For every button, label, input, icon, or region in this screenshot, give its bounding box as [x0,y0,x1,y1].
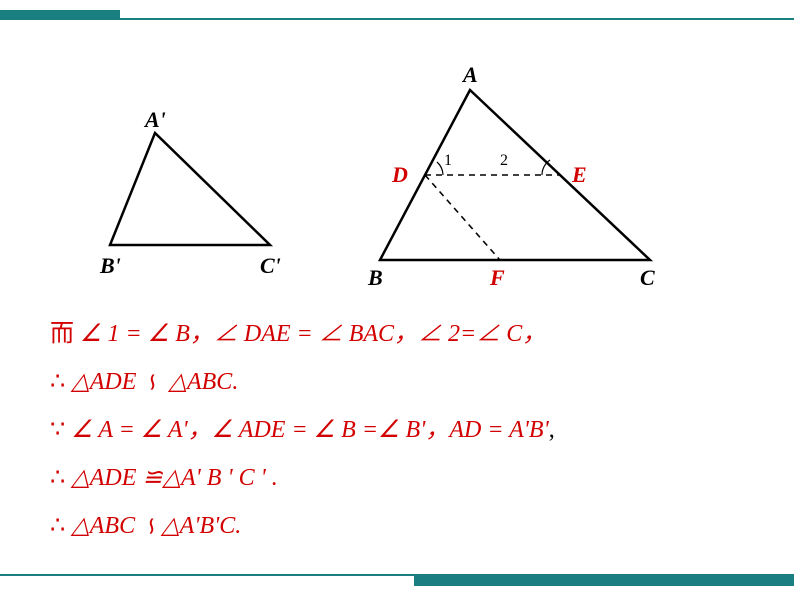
label-B-prime: B' [100,253,121,279]
proof-text: 而 ∠ 1 = ∠ B，∠ DAE = ∠ BAC，∠ 2=∠ C， ∴ △AD… [50,310,750,550]
angle-1-arc [437,162,443,175]
label-B: B [368,265,383,291]
footer-bar [0,574,794,586]
triangle-large: A B C D E F 1 2 [340,80,700,290]
proof-line-4: ∴ △ADE ≌△A' B ' C ' . [50,454,750,502]
proof-line-2: ∴ △ADE ∽ △ABC. [50,358,750,406]
label-angle-2: 2 [500,152,508,170]
proof-line-5: ∴ △ABC ∽△A'B'C. [50,502,750,550]
proof-line-1-body: ∠ 1 = ∠ B，∠ DAE = ∠ BAC，∠ 2=∠ C， [80,321,546,347]
label-F: F [490,265,505,291]
label-C: C [640,265,655,291]
footer-bar-accent [414,574,794,586]
label-A: A [463,62,478,88]
triangle-small: A' B' C' [100,125,300,285]
header-bar-line [0,18,794,20]
label-D: D [392,162,408,188]
proof-line-3: ∵ ∠ A = ∠ A'，∠ ADE = ∠ B =∠ B'，AD = A'B'… [50,406,750,454]
proof-line-1-pre: 而 [50,321,80,347]
triangle-small-shape [110,133,270,245]
label-A-prime: A' [145,107,166,133]
proof-line-1: 而 ∠ 1 = ∠ B，∠ DAE = ∠ BAC，∠ 2=∠ C， [50,310,750,358]
label-angle-1: 1 [444,152,452,170]
header-bar [0,10,794,20]
label-C-prime: C' [260,253,281,279]
diagram-area: A' B' C' A B C D E F 1 2 [40,70,760,300]
label-E: E [572,162,587,188]
segment-DF [425,175,500,260]
